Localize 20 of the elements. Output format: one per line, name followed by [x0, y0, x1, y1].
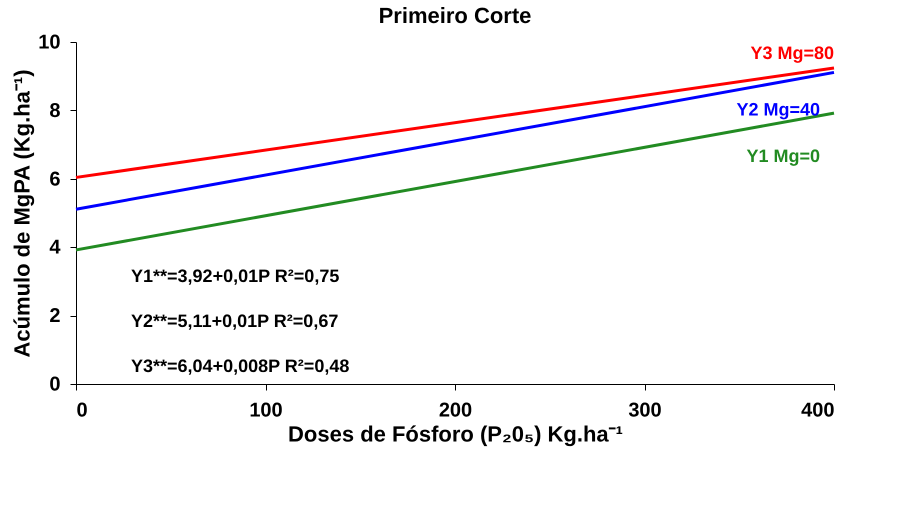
chart-title: Primeiro Corte — [378, 3, 532, 28]
y-tick-label: 10 — [38, 32, 60, 54]
x-tick-label: 200 — [438, 400, 472, 422]
y-tick-label: 6 — [49, 168, 60, 190]
x-tick-label: 0 — [76, 400, 88, 422]
x-tick-label: 100 — [249, 400, 283, 422]
annotation: Y3**=6,04+0,008P R²=0,48 — [131, 356, 350, 376]
series-label: Y2 Mg=40 — [736, 99, 820, 120]
y-tick-label: 8 — [49, 100, 60, 122]
annotation: Y1**=3,92+0,01P R²=0,75 — [131, 266, 340, 286]
y-tick-label: 2 — [49, 305, 60, 328]
x-tick-label: 400 — [801, 400, 834, 422]
y-tick-label: 0 — [49, 374, 60, 396]
y-axis-title: Acúmulo de MgPA (Kg.ha⁻¹) — [9, 69, 34, 358]
annotation: Y2**=5,11+0,01P R²=0,67 — [131, 311, 338, 331]
y-tick-label: 4 — [49, 236, 62, 259]
x-axis-title: Doses de Fósforo (P₂0₅) Kg.ha⁻¹ — [288, 422, 623, 446]
x-tick-label: 300 — [628, 400, 662, 422]
series-label: Y3 Mg=80 — [750, 42, 834, 63]
series-label: Y1 Mg=0 — [746, 146, 820, 166]
